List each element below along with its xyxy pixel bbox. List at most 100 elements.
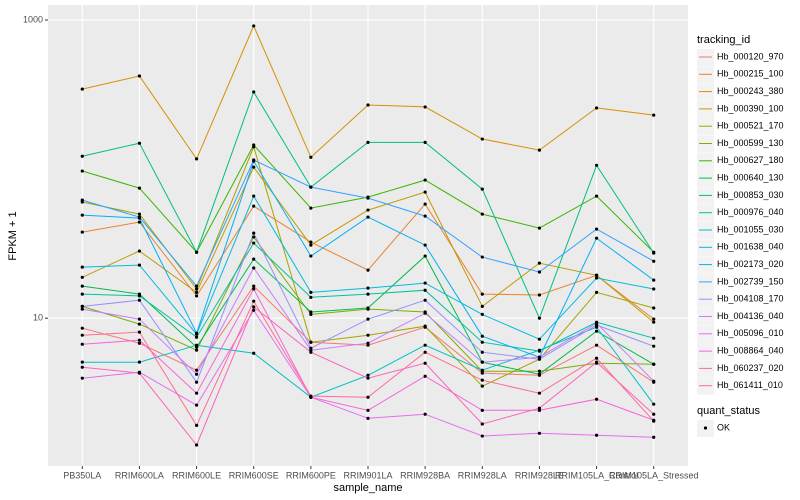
point	[309, 254, 313, 258]
point	[137, 317, 142, 321]
legend-label: Hb_000521_170	[717, 121, 784, 131]
legend-label: Hb_060237_020	[717, 363, 784, 373]
point	[309, 240, 313, 244]
point	[537, 261, 542, 265]
point	[480, 434, 484, 438]
point	[366, 286, 370, 290]
point	[480, 137, 484, 141]
point	[652, 317, 656, 321]
legend-label: Hb_000599_130	[717, 138, 784, 148]
legend-label: Hb_001638_040	[717, 242, 784, 252]
point	[480, 368, 484, 372]
point	[423, 288, 427, 292]
point	[423, 190, 427, 194]
legend-label: Hb_002739_150	[717, 276, 784, 286]
point	[594, 273, 599, 277]
point	[423, 311, 427, 315]
point	[480, 334, 484, 338]
point	[194, 284, 199, 288]
legend-label: Hb_000120_970	[717, 51, 784, 61]
point	[480, 378, 484, 382]
point	[594, 356, 599, 360]
point	[480, 350, 484, 354]
legend-label: Hb_061411_010	[717, 380, 783, 390]
legend-label: Hb_005096_010	[717, 328, 784, 338]
point	[252, 287, 256, 291]
point	[252, 231, 256, 235]
legend-label: Hb_001055_030	[717, 224, 784, 234]
point	[80, 230, 84, 234]
legend-swatch	[703, 426, 708, 430]
point	[366, 408, 370, 412]
y-axis-label: FPKM + 1	[7, 211, 19, 260]
x-tick-label: RRIM105LA_Control	[555, 470, 638, 480]
point	[594, 360, 599, 364]
legend-label: Hb_004108_170	[717, 294, 784, 304]
point	[137, 263, 142, 267]
point	[652, 251, 656, 255]
point	[366, 416, 370, 420]
point	[252, 299, 256, 303]
point	[252, 351, 256, 355]
legend-label: Hb_008864_040	[717, 345, 784, 355]
point	[137, 298, 142, 302]
legend-label: Hb_000627_180	[717, 155, 784, 165]
point	[309, 290, 313, 294]
point	[652, 412, 656, 416]
x-tick-label: RRIM600PE	[286, 470, 336, 480]
x-tick-label: RRIM928LE	[515, 470, 564, 480]
legend-title: quant_status	[697, 405, 760, 417]
point	[594, 227, 599, 231]
point	[137, 141, 142, 145]
point	[652, 259, 656, 263]
point	[594, 194, 599, 198]
point	[80, 265, 84, 269]
point	[652, 336, 656, 340]
point	[423, 105, 427, 109]
point	[480, 304, 484, 308]
point	[480, 408, 484, 412]
point	[366, 341, 370, 345]
point	[423, 374, 427, 378]
point	[252, 24, 256, 28]
point	[80, 376, 84, 380]
point	[537, 293, 542, 297]
point	[80, 307, 84, 311]
point	[252, 165, 256, 169]
point	[252, 305, 256, 309]
point	[652, 402, 656, 406]
point	[537, 369, 542, 373]
point	[423, 361, 427, 365]
point	[652, 362, 656, 366]
point	[480, 422, 484, 426]
point	[652, 320, 656, 324]
point	[194, 290, 199, 294]
x-tick-label: RRIM600LE	[172, 470, 221, 480]
point	[423, 412, 427, 416]
point	[309, 243, 313, 247]
x-tick-label: PB350LA	[63, 470, 101, 480]
point	[137, 220, 142, 224]
point	[423, 140, 427, 144]
point	[537, 372, 542, 376]
point	[252, 257, 256, 261]
point	[423, 343, 427, 347]
point	[194, 372, 199, 376]
point	[423, 281, 427, 285]
point	[594, 321, 599, 325]
point	[423, 254, 427, 258]
x-tick-label: RRIM928LA	[458, 470, 507, 480]
point	[537, 148, 542, 152]
x-tick-label: RRIM928BA	[400, 470, 450, 480]
point	[594, 236, 599, 240]
point	[252, 235, 256, 239]
point	[652, 306, 656, 310]
x-tick-label: RRIM901LA	[343, 470, 392, 480]
point	[194, 287, 199, 291]
point	[423, 214, 427, 218]
point	[366, 103, 370, 107]
point	[366, 373, 370, 377]
point	[594, 397, 599, 401]
point	[366, 333, 370, 337]
